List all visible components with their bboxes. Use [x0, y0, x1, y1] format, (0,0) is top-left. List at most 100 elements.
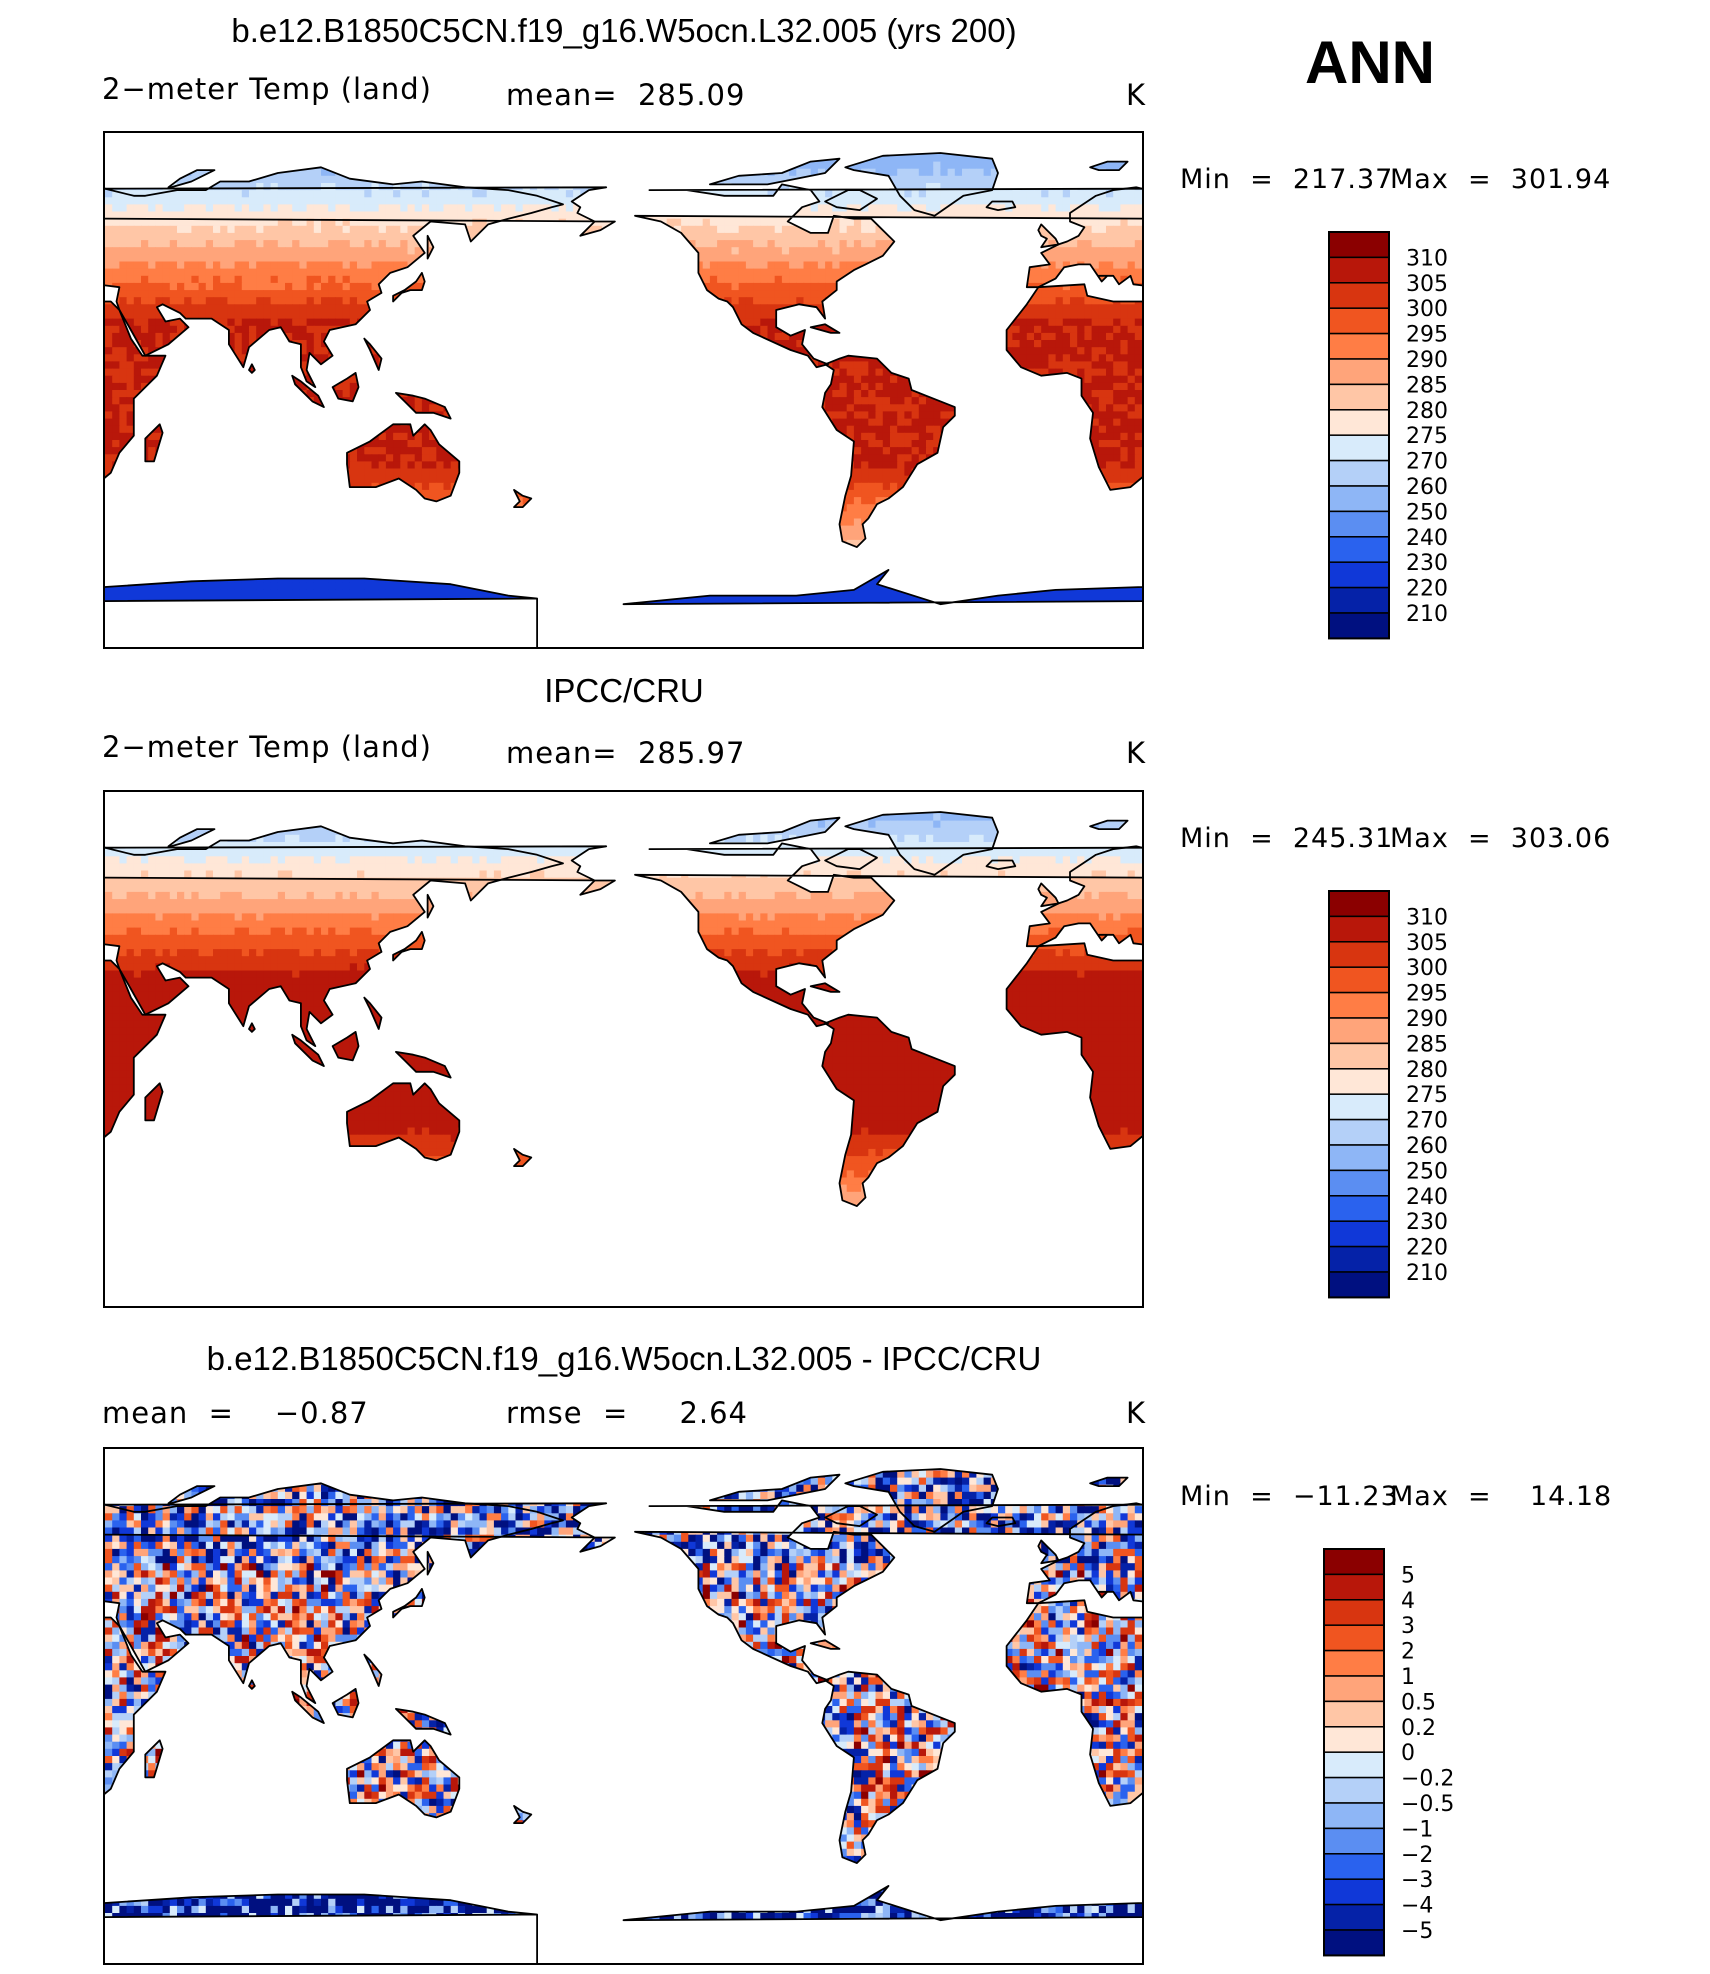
colorbar-swatch	[1323, 1853, 1385, 1880]
colorbar-tick-label: 280	[1406, 1058, 1448, 1083]
colorbar-swatch	[1328, 1093, 1390, 1121]
colorbar-tick-label: 230	[1406, 551, 1448, 576]
min-label: Min = 217.37	[1180, 164, 1393, 195]
colorbar-swatch	[1328, 383, 1390, 411]
map-obs	[103, 790, 1144, 1308]
max-label: Max = 301.94	[1390, 164, 1611, 195]
colorbar-swatch	[1328, 434, 1390, 462]
colorbar-swatch	[1323, 1903, 1385, 1931]
colorbar-swatch	[1328, 966, 1390, 994]
colorbar-tick-label: 280	[1406, 399, 1448, 424]
colorbar-swatch	[1323, 1700, 1385, 1728]
colorbar-tick-label: 295	[1406, 323, 1448, 348]
colorbar-tick-label: 0	[1401, 1741, 1415, 1766]
colorbar-swatch	[1323, 1802, 1385, 1830]
colorbar-swatch	[1323, 1726, 1385, 1753]
colorbar-tick-label: 5	[1401, 1563, 1415, 1588]
colorbar-swatch	[1328, 1118, 1390, 1146]
colorbar-tick-label: 285	[1406, 1032, 1448, 1057]
colorbar-tick-label: −3	[1401, 1868, 1433, 1893]
mean-label: mean= 285.97	[506, 736, 745, 770]
colorbar-tick-label: −5	[1401, 1919, 1433, 1944]
colorbar-swatch	[1323, 1599, 1385, 1626]
colorbar-swatch	[1328, 332, 1390, 360]
colorbar-tick-label: 270	[1406, 450, 1448, 475]
colorbar-swatch	[1328, 1220, 1390, 1248]
colorbar-tick-label: 250	[1406, 1159, 1448, 1184]
map-model	[103, 131, 1144, 649]
colorbar-tick-label: −2	[1401, 1843, 1433, 1868]
colorbar-tick-label: 260	[1406, 1134, 1448, 1159]
colorbar-swatch	[1328, 1271, 1390, 1299]
variable-label: 2−meter Temp (land)	[102, 72, 432, 106]
colorbar-swatch	[1323, 1827, 1385, 1855]
colorbar-swatch	[1328, 915, 1390, 943]
colorbar-swatch	[1328, 1245, 1390, 1273]
mean-label: mean= 285.09	[506, 78, 745, 112]
colorbar-swatch	[1328, 231, 1390, 259]
colorbar-tick-label: 3	[1401, 1614, 1415, 1639]
colorbar-swatch	[1328, 485, 1390, 513]
panel-title: IPCC/CRU	[102, 672, 1146, 710]
colorbar-tick-label: 305	[1406, 931, 1448, 956]
colorbar-tick-label: 0.5	[1401, 1690, 1436, 1715]
colorbar-tick-label: 1	[1401, 1665, 1415, 1690]
colorbar-tick-label: 300	[1406, 956, 1448, 981]
colorbar-swatch	[1328, 561, 1390, 589]
colorbar-tick-label: 295	[1406, 982, 1448, 1007]
colorbar-swatch	[1328, 282, 1390, 309]
colorbar-diff: 5 4 3 2 1 0.5 0.2 0 −0.2 −0.5 −1 −2 −3 −4 −5	[1323, 1548, 1483, 1958]
colorbar-swatch	[1328, 612, 1390, 640]
unit-label: K	[1126, 78, 1146, 112]
colorbar-swatch	[1323, 1751, 1385, 1779]
colorbar-swatch	[1328, 307, 1390, 335]
colorbar-swatch	[1323, 1548, 1385, 1576]
colorbar-swatch	[1328, 941, 1390, 968]
colorbar-swatch	[1328, 510, 1390, 538]
colorbar-swatch	[1328, 1068, 1390, 1095]
colorbar-swatch	[1328, 1017, 1390, 1045]
panel-title: b.e12.B1850C5CN.f19_g16.W5ocn.L32.005 (y…	[102, 12, 1146, 50]
colorbar-tick-label: 300	[1406, 297, 1448, 322]
colorbar-model: 310 305 300 295 290 285 280 275 270 260 250 240 230 2…	[1328, 231, 1488, 641]
colorbar-tick-label: 220	[1406, 1236, 1448, 1261]
max-label: Max = 14.18	[1390, 1481, 1612, 1512]
colorbar-tick-label: 0.2	[1401, 1716, 1436, 1741]
colorbar-swatch	[1323, 1878, 1385, 1906]
colorbar-swatch	[1328, 536, 1390, 563]
colorbar-tick-label: −0.5	[1401, 1792, 1454, 1817]
colorbar-tick-label: 4	[1401, 1589, 1415, 1614]
colorbar-tick-label: 2	[1401, 1640, 1415, 1665]
unit-label: K	[1126, 736, 1146, 770]
colorbar-tick-label: 260	[1406, 475, 1448, 500]
colorbar-swatch	[1328, 358, 1390, 386]
min-label: Min = 245.31	[1180, 823, 1393, 854]
colorbar-tick-label: −1	[1401, 1817, 1433, 1842]
colorbar-tick-label: 290	[1406, 348, 1448, 373]
colorbar-swatch	[1328, 459, 1390, 487]
colorbar-swatch	[1323, 1649, 1385, 1677]
colorbar-tick-label: 290	[1406, 1007, 1448, 1032]
colorbar-tick-label: 210	[1406, 602, 1448, 627]
colorbar-swatch	[1328, 256, 1390, 284]
colorbar-tick-label: 285	[1406, 373, 1448, 398]
min-label: Min = −11.23	[1180, 1481, 1399, 1512]
rmse-label: rmse = 2.64	[506, 1396, 748, 1430]
colorbar-swatch	[1328, 1195, 1390, 1222]
colorbar-swatch	[1323, 1573, 1385, 1601]
colorbar-tick-label: 250	[1406, 500, 1448, 525]
map-diff	[103, 1447, 1144, 1965]
colorbar-swatch	[1328, 409, 1390, 436]
colorbar-tick-label: 240	[1406, 526, 1448, 551]
colorbar-swatch	[1328, 1042, 1390, 1070]
colorbar-tick-label: 220	[1406, 577, 1448, 602]
colorbar-tick-label: 240	[1406, 1185, 1448, 1210]
colorbar-swatch	[1328, 890, 1390, 918]
colorbar-tick-label: 275	[1406, 424, 1448, 449]
colorbar-swatch	[1323, 1624, 1385, 1652]
max-label: Max = 303.06	[1390, 823, 1611, 854]
unit-label: K	[1126, 1396, 1146, 1430]
colorbar-tick-label: 230	[1406, 1210, 1448, 1235]
colorbar-tick-label: 270	[1406, 1109, 1448, 1134]
colorbar-swatch	[1328, 586, 1390, 614]
